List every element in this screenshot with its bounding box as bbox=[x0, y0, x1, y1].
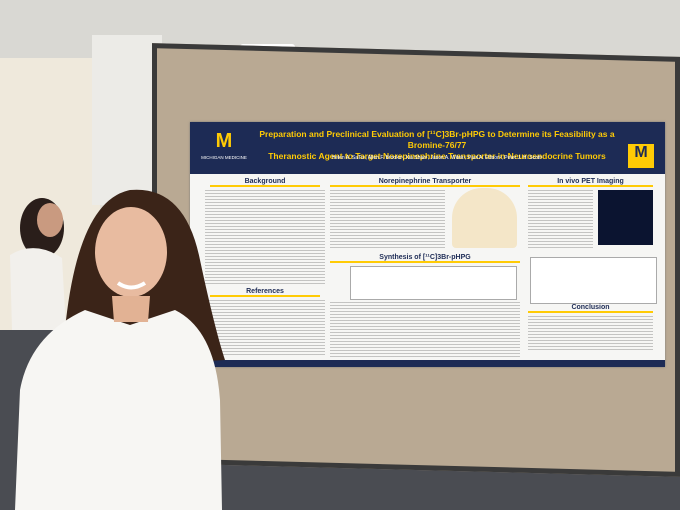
text-block bbox=[330, 190, 445, 250]
poster-title: Preparation and Preclinical Evaluation o… bbox=[252, 129, 622, 162]
background-person-shirt bbox=[10, 248, 66, 330]
logo: M bbox=[215, 130, 233, 152]
pet-image bbox=[598, 190, 653, 245]
text-block bbox=[528, 316, 653, 351]
section-heading: Synthesis of [¹¹C]3Br-pHPG bbox=[330, 254, 520, 263]
title-line: Theranostic Agent to Target Norepinephri… bbox=[268, 151, 606, 161]
figure bbox=[350, 266, 517, 300]
text-block bbox=[528, 190, 593, 250]
section-heading: Norepinephrine Transporter bbox=[330, 178, 520, 187]
logo-right: M bbox=[628, 144, 654, 168]
poster-header bbox=[190, 122, 665, 174]
logo-text: MICHIGAN MEDICINE bbox=[201, 155, 247, 160]
poster-footer bbox=[190, 360, 665, 367]
authors: Helen A. SaTu¹, Allen F. Brooks¹, Xia Sh… bbox=[331, 155, 543, 161]
smile bbox=[116, 281, 147, 290]
section-heading: Conclusion bbox=[528, 304, 653, 313]
shirt bbox=[15, 310, 222, 510]
poster: M MICHIGAN MEDICINE Preparation and Prec… bbox=[190, 122, 665, 367]
section-heading: References bbox=[210, 288, 320, 297]
section-heading: In vivo PET Imaging bbox=[528, 178, 653, 187]
figure bbox=[530, 257, 657, 304]
figure bbox=[452, 188, 517, 248]
face bbox=[95, 207, 167, 297]
background-person-face bbox=[37, 203, 63, 237]
text-block bbox=[330, 302, 520, 357]
text-block bbox=[205, 300, 325, 355]
column bbox=[92, 35, 162, 205]
title-line: Preparation and Preclinical Evaluation o… bbox=[259, 129, 615, 150]
neck bbox=[112, 296, 150, 322]
text-block bbox=[205, 190, 325, 285]
section-heading: Background bbox=[210, 178, 320, 187]
